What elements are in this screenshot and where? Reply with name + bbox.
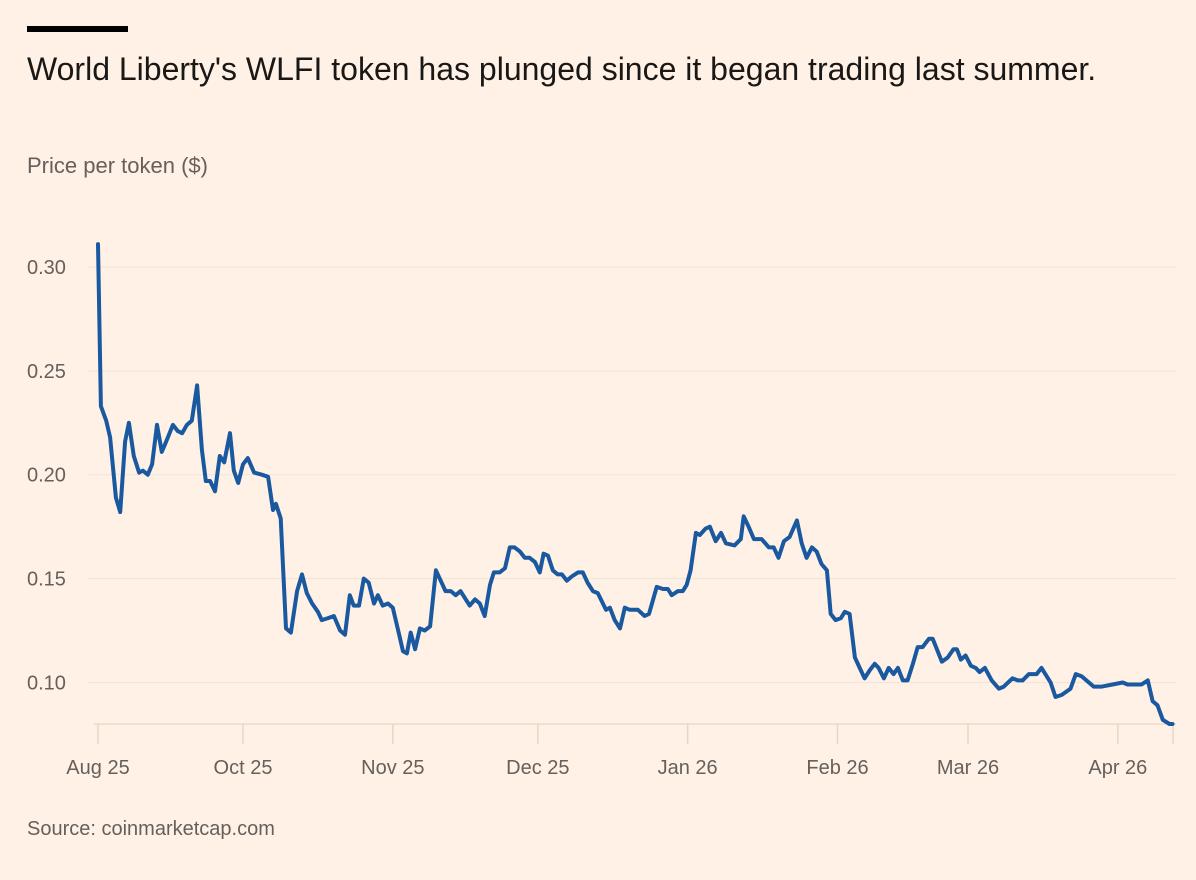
x-tick-label: Jan 26 bbox=[658, 757, 718, 779]
x-tick-label: Nov 25 bbox=[361, 757, 424, 779]
x-tick-label: Aug 25 bbox=[66, 757, 129, 779]
series-line-wlfi-price bbox=[96, 242, 1175, 726]
y-tick-label: 0.10 bbox=[27, 672, 66, 694]
header-accent-bar bbox=[27, 26, 128, 32]
x-tick-label: Mar 26 bbox=[937, 757, 999, 779]
x-tick-label: Dec 25 bbox=[506, 757, 569, 779]
source-note: Source: coinmarketcap.com bbox=[27, 818, 275, 840]
x-axis-ticks: Aug 25 Oct 25 Nov 25 Dec 25 Jan 26 Feb 26 Mar … bbox=[66, 724, 1174, 779]
x-tick-label: Oct 25 bbox=[214, 757, 273, 779]
series-lines bbox=[96, 242, 1175, 726]
chart-title: World Liberty's WLFI token has plunged s… bbox=[27, 51, 1097, 87]
y-tick-label: 0.30 bbox=[27, 257, 66, 279]
x-tick-label: Feb 26 bbox=[806, 757, 868, 779]
y-axis-ticks: 0.10 0.15 0.20 0.25 0.30 bbox=[27, 257, 66, 694]
gridlines bbox=[88, 266, 1176, 725]
y-axis-label: Price per token ($) bbox=[27, 153, 208, 178]
y-tick-label: 0.20 bbox=[27, 465, 66, 487]
x-tick-label: Apr 26 bbox=[1088, 757, 1147, 779]
y-tick-label: 0.25 bbox=[27, 361, 66, 383]
y-tick-label: 0.15 bbox=[27, 569, 66, 591]
